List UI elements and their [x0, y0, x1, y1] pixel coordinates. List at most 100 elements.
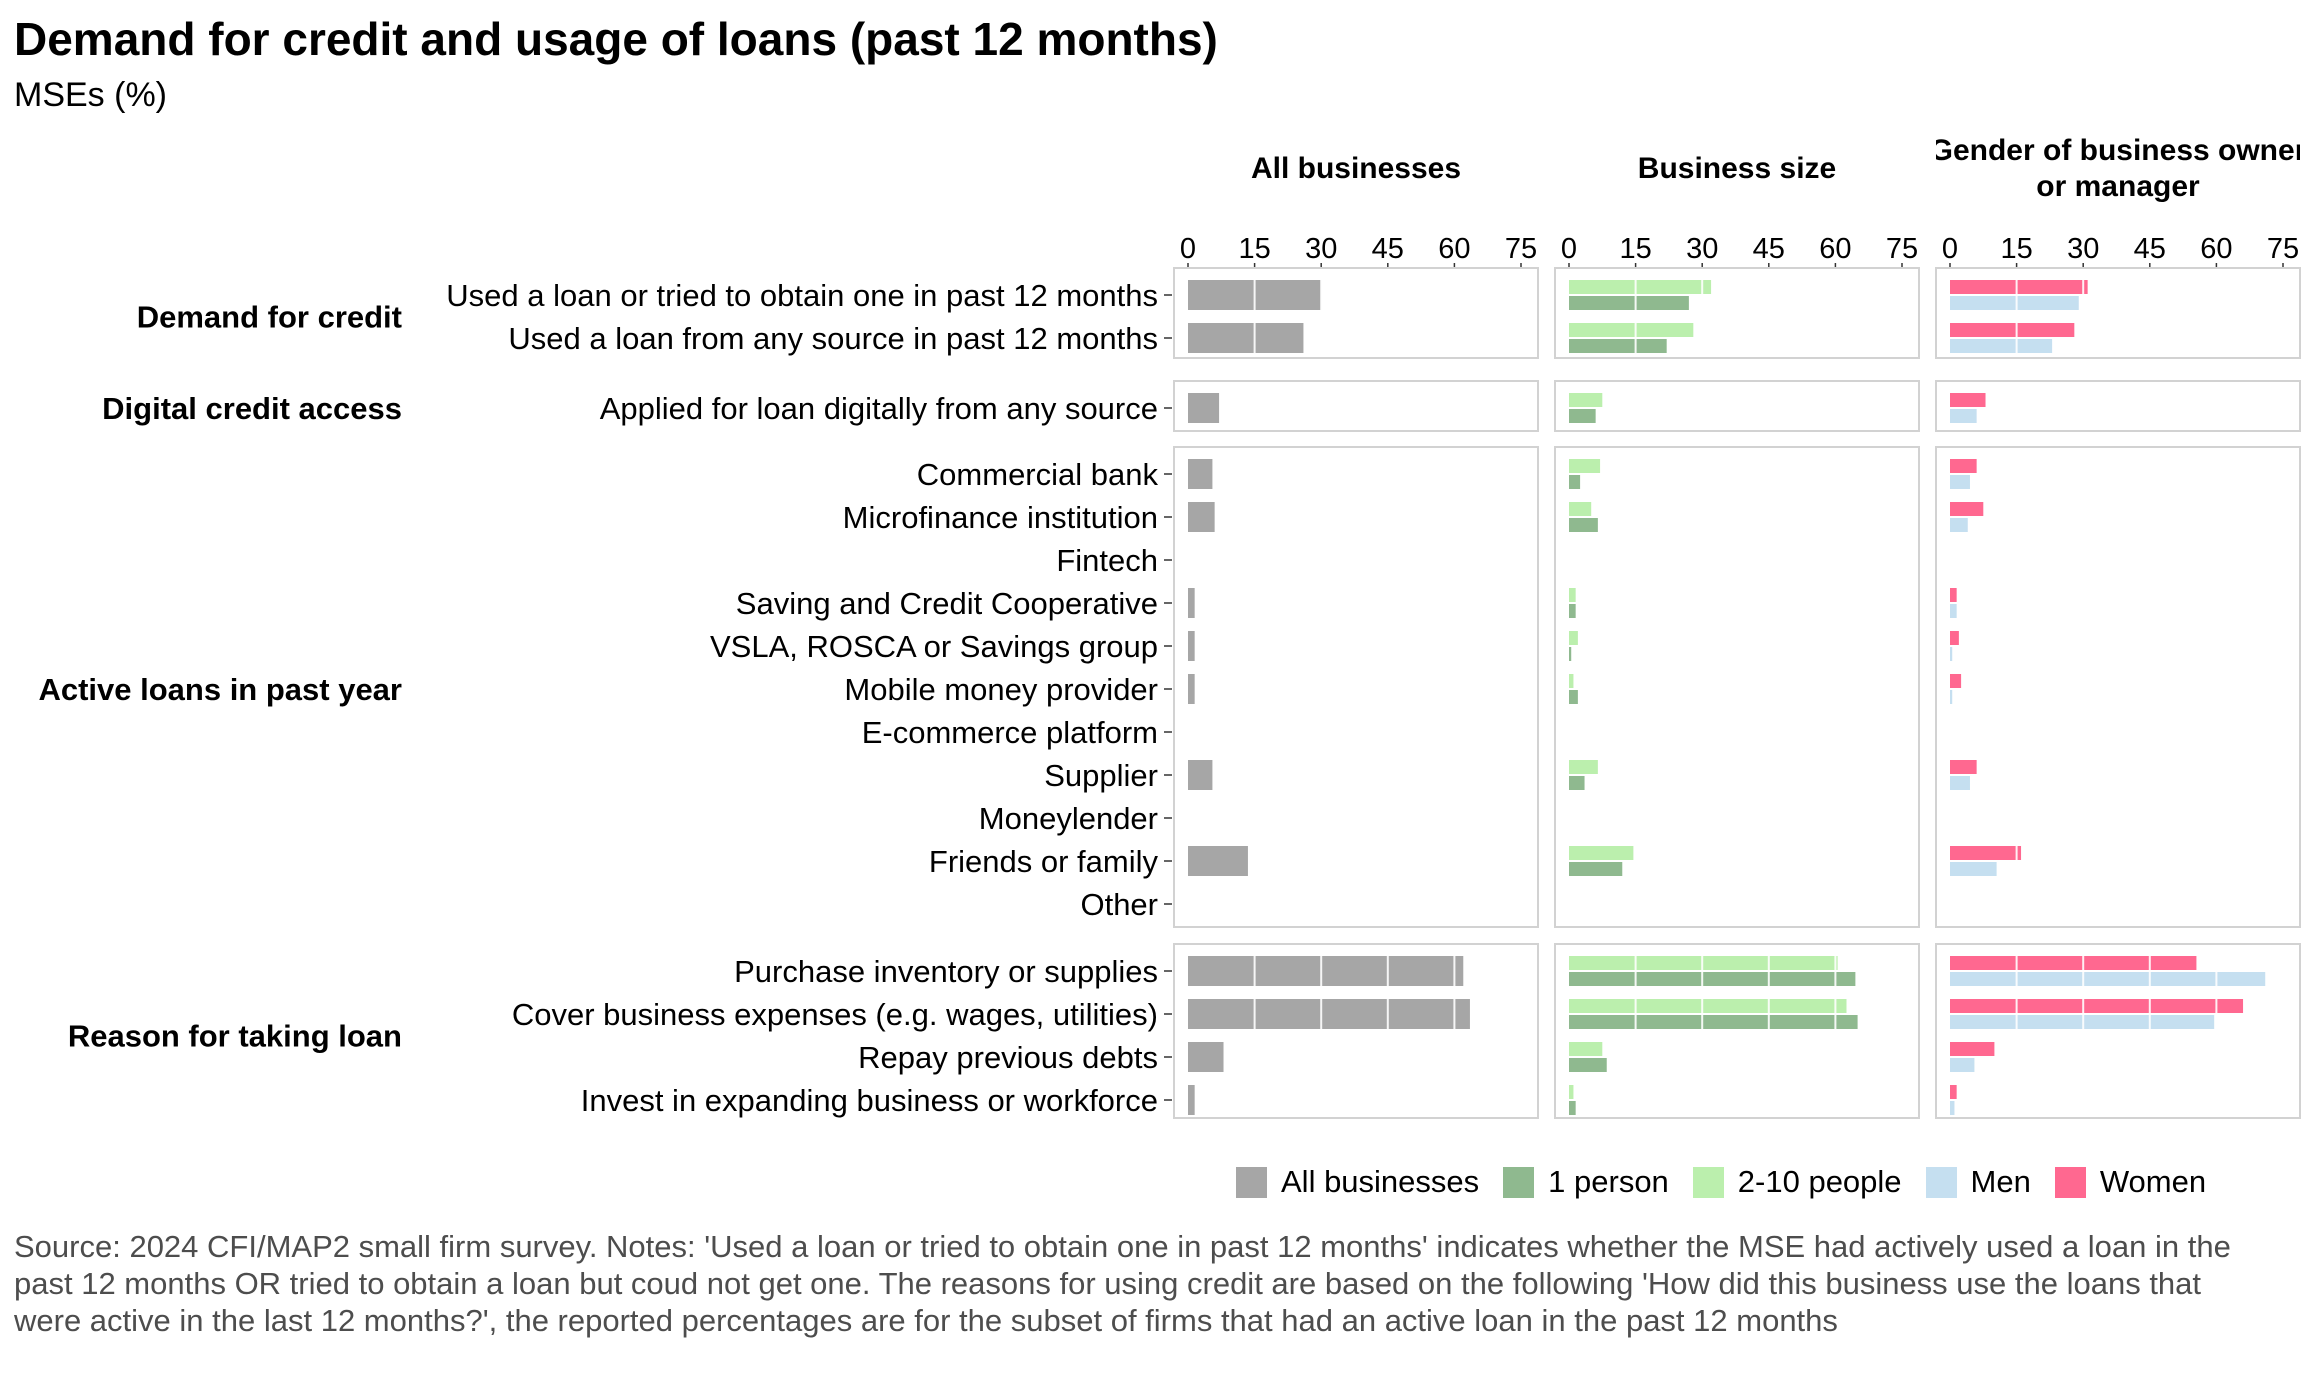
legend-item-one-person: 1 person [1503, 1164, 1669, 1200]
legend-label-one-person: 1 person [1548, 1164, 1669, 1199]
legend-swatch-women [2054, 1166, 2086, 1198]
bar-all [1188, 1085, 1195, 1115]
bar-two-ten [1569, 999, 1847, 1013]
x-tick-label: 45 [1372, 233, 1404, 265]
x-tick-label: 30 [2067, 233, 2099, 265]
panel-border [1173, 380, 1539, 432]
row-label: Invest in expanding business or workforc… [581, 1083, 1158, 1118]
panel-border [1935, 943, 2301, 1119]
facet-title-gender-line2: or manager [2036, 170, 2200, 203]
bar-one-person [1569, 690, 1578, 704]
panel-border [1554, 943, 1920, 1119]
x-tick-label: 15 [2000, 233, 2032, 265]
x-tick-label: 60 [1438, 233, 1470, 265]
bar-women [1950, 1085, 1957, 1099]
facet-title-size: Business size [1638, 152, 1836, 185]
row-label: Cover business expenses (e.g. wages, uti… [512, 997, 1158, 1032]
x-tick-label: 60 [1819, 233, 1851, 265]
legend-item-women: Women [2054, 1164, 2206, 1200]
panel-border [1935, 380, 2301, 432]
bar-two-ten [1569, 631, 1578, 645]
bar-all [1188, 674, 1195, 704]
bar-one-person [1569, 1058, 1607, 1072]
row-label: Repay previous debts [858, 1040, 1158, 1075]
x-tick-label: 0 [1561, 233, 1577, 265]
legend-label-all: All businesses [1281, 1164, 1480, 1199]
panel-border [1554, 380, 1920, 432]
chart-title: Demand for credit and usage of loans (pa… [14, 13, 1218, 65]
row-label: VSLA, ROSCA or Savings group [710, 629, 1158, 664]
bar-women [1950, 280, 2088, 294]
bar-men [1950, 1101, 1955, 1115]
faceted-bar-chart: All businesses Business size Gender of bus… [38, 134, 2301, 1119]
bar-women [1950, 999, 2244, 1013]
bar-two-ten [1569, 956, 1838, 970]
group-label: Reason for taking loan [68, 1019, 402, 1054]
x-tick-label: 45 [2134, 233, 2166, 265]
bar-one-person [1569, 862, 1623, 876]
bar-men [1950, 518, 1968, 532]
bar-women [1950, 760, 1977, 774]
bar-all [1188, 631, 1195, 661]
row-label: Moneylender [979, 801, 1158, 836]
bar-men [1950, 409, 1977, 423]
x-tick-label: 75 [1505, 233, 1537, 265]
row-label: Other [1080, 887, 1158, 922]
bar-women [1950, 846, 2022, 860]
bar-all [1188, 846, 1248, 876]
bar-all [1188, 956, 1464, 986]
legend-swatch-two-ten [1692, 1166, 1724, 1198]
x-tick-label: 30 [1305, 233, 1337, 265]
bar-men [1950, 776, 1970, 790]
panel-border [1173, 943, 1539, 1119]
legend-item-two-ten: 2-10 people [1692, 1164, 1902, 1200]
panel-border [1554, 267, 1920, 359]
bar-one-person [1569, 518, 1598, 532]
panel-background [1936, 944, 2300, 1118]
legend-swatch-one-person [1503, 1166, 1535, 1198]
bar-one-person [1569, 647, 1572, 661]
legend-item-all: All businesses [1236, 1164, 1479, 1200]
bar-all [1188, 999, 1470, 1029]
bar-two-ten [1569, 323, 1694, 337]
bar-one-person [1569, 339, 1667, 353]
bar-all [1188, 323, 1304, 353]
bar-men [1950, 475, 1970, 489]
bar-all [1188, 459, 1213, 489]
bar-two-ten [1569, 588, 1576, 602]
facet-title-all: All businesses [1251, 152, 1461, 185]
bar-one-person [1569, 604, 1576, 618]
row-label: Friends or family [929, 844, 1159, 879]
panel-border [1935, 267, 2301, 359]
row-label: Used a loan or tried to obtain one in pa… [446, 278, 1158, 313]
row-label: E-commerce platform [862, 715, 1158, 750]
bar-women [1950, 956, 2197, 970]
group-label: Digital credit access [102, 391, 402, 426]
panel-border [1173, 267, 1539, 359]
row-label: Supplier [1044, 758, 1158, 793]
bar-two-ten [1569, 1085, 1574, 1099]
row-label: Applied for loan digitally from any sour… [600, 391, 1158, 426]
bar-two-ten [1569, 674, 1574, 688]
bar-women [1950, 323, 2075, 337]
bar-men [1950, 1058, 1975, 1072]
bar-two-ten [1569, 502, 1592, 516]
group-label: Active loans in past year [38, 672, 402, 707]
x-tick-label: 60 [2200, 233, 2232, 265]
legend-label-men: Men [1970, 1164, 2031, 1199]
bar-women [1950, 459, 1977, 473]
bar-two-ten [1569, 760, 1598, 774]
bar-two-ten [1569, 280, 1712, 294]
bar-one-person [1569, 296, 1689, 310]
chart-subtitle: MSEs (%) [14, 76, 167, 114]
bar-all [1188, 393, 1220, 423]
bar-one-person [1569, 1015, 1858, 1029]
bar-women [1950, 588, 1957, 602]
panel-background [1174, 381, 1538, 431]
panel-border [1173, 446, 1539, 928]
bar-two-ten [1569, 393, 1603, 407]
panel-background [1555, 944, 1919, 1118]
bar-men [1950, 339, 2053, 353]
source-note: Source: 2024 CFI/MAP2 small firm survey.… [14, 1229, 2231, 1338]
bar-women [1950, 674, 1962, 688]
